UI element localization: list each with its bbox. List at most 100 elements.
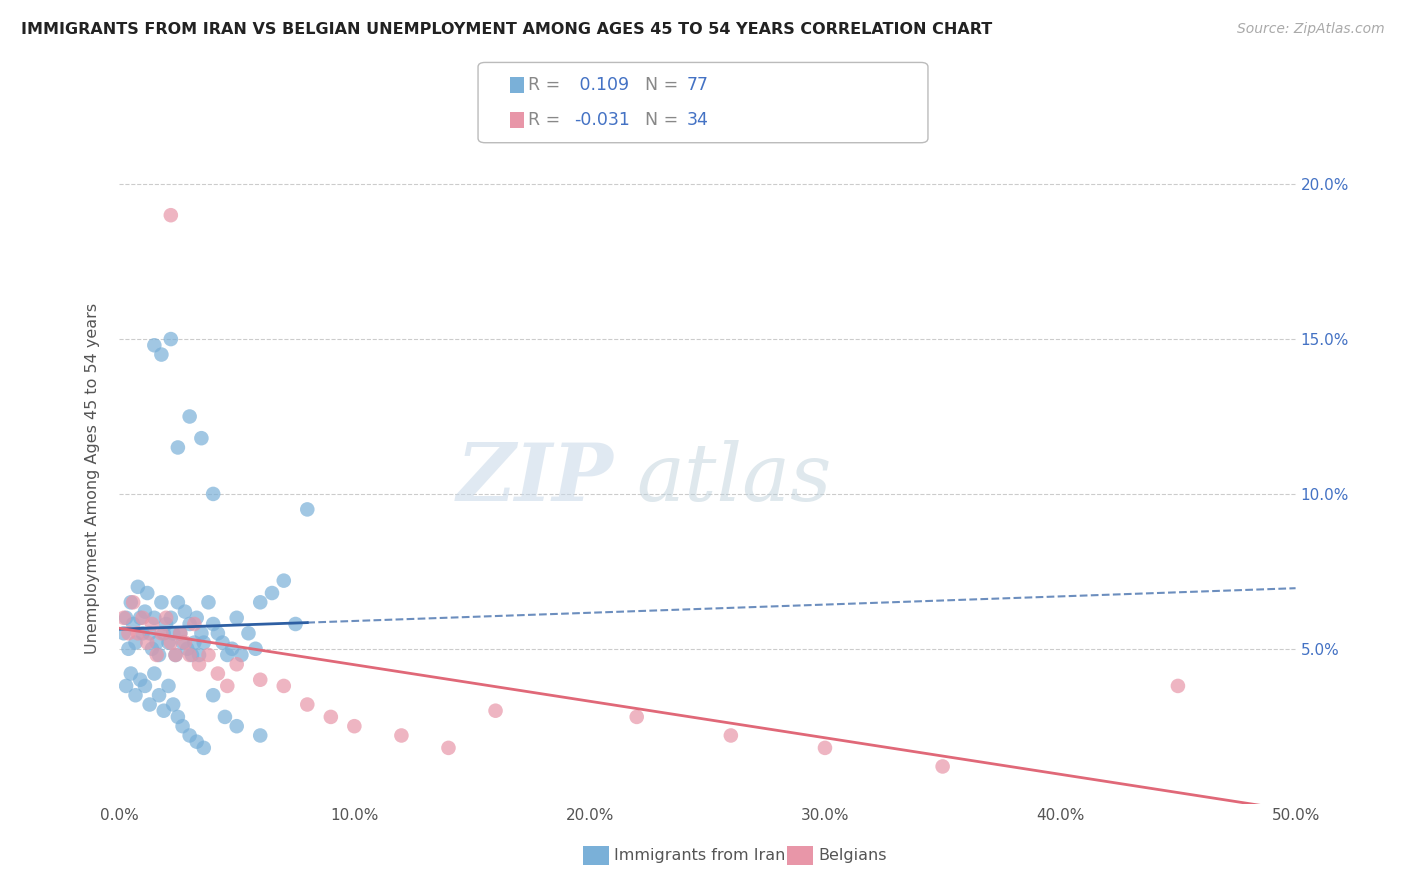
Point bbox=[273, 679, 295, 693]
Text: atlas: atlas bbox=[637, 440, 832, 517]
Point bbox=[138, 626, 160, 640]
Text: R =: R = bbox=[529, 111, 565, 128]
Point bbox=[179, 409, 201, 424]
Point bbox=[134, 605, 156, 619]
Point bbox=[152, 704, 174, 718]
Point bbox=[157, 635, 180, 649]
Point bbox=[127, 626, 149, 640]
Point bbox=[720, 729, 742, 743]
Point bbox=[193, 635, 215, 649]
Point bbox=[197, 648, 219, 662]
Point bbox=[120, 595, 142, 609]
Point bbox=[179, 729, 201, 743]
Point bbox=[214, 710, 236, 724]
Point bbox=[217, 679, 239, 693]
Point bbox=[343, 719, 366, 733]
Point bbox=[211, 635, 233, 649]
Point bbox=[155, 617, 177, 632]
Text: 77: 77 bbox=[688, 76, 709, 94]
Point bbox=[122, 617, 145, 632]
Point bbox=[1167, 679, 1189, 693]
Point bbox=[134, 679, 156, 693]
Point bbox=[162, 626, 184, 640]
Point bbox=[141, 617, 163, 632]
Point bbox=[155, 611, 177, 625]
Point bbox=[159, 332, 181, 346]
Point bbox=[260, 586, 283, 600]
Text: Belgians: Belgians bbox=[818, 848, 887, 863]
Point bbox=[814, 740, 837, 755]
Point bbox=[115, 679, 138, 693]
Point bbox=[150, 626, 173, 640]
Point bbox=[143, 611, 166, 625]
Point bbox=[157, 679, 180, 693]
Point bbox=[117, 641, 139, 656]
Text: Immigrants from Iran: Immigrants from Iran bbox=[614, 848, 786, 863]
Point bbox=[136, 635, 159, 649]
Point bbox=[249, 729, 271, 743]
Point bbox=[131, 626, 153, 640]
Point bbox=[188, 648, 211, 662]
Point bbox=[159, 611, 181, 625]
Point bbox=[143, 666, 166, 681]
Point bbox=[172, 719, 194, 733]
Point bbox=[169, 626, 191, 640]
Point bbox=[273, 574, 295, 588]
Point bbox=[319, 710, 342, 724]
Point bbox=[249, 595, 271, 609]
Point bbox=[183, 635, 205, 649]
Point bbox=[117, 626, 139, 640]
Text: Source: ZipAtlas.com: Source: ZipAtlas.com bbox=[1237, 22, 1385, 37]
Point bbox=[148, 648, 170, 662]
Point bbox=[124, 635, 146, 649]
Point bbox=[297, 502, 319, 516]
Point bbox=[186, 734, 208, 748]
Point bbox=[112, 611, 135, 625]
Point bbox=[284, 617, 307, 632]
Text: N =: N = bbox=[634, 76, 683, 94]
Point bbox=[207, 626, 229, 640]
Point bbox=[141, 641, 163, 656]
Point bbox=[159, 635, 181, 649]
Point bbox=[131, 611, 153, 625]
Point bbox=[202, 617, 225, 632]
Point bbox=[145, 648, 167, 662]
Point bbox=[238, 626, 260, 640]
Point bbox=[181, 648, 204, 662]
Point bbox=[221, 641, 243, 656]
Point bbox=[174, 605, 197, 619]
Point bbox=[145, 635, 167, 649]
Point bbox=[193, 740, 215, 755]
Point bbox=[136, 586, 159, 600]
Point bbox=[138, 698, 160, 712]
Y-axis label: Unemployment Among Ages 45 to 54 years: Unemployment Among Ages 45 to 54 years bbox=[86, 303, 100, 654]
Point bbox=[167, 595, 190, 609]
Point bbox=[162, 698, 184, 712]
Point bbox=[931, 759, 953, 773]
Point bbox=[391, 729, 413, 743]
Point bbox=[129, 611, 152, 625]
Text: IMMIGRANTS FROM IRAN VS BELGIAN UNEMPLOYMENT AMONG AGES 45 TO 54 YEARS CORRELATI: IMMIGRANTS FROM IRAN VS BELGIAN UNEMPLOY… bbox=[21, 22, 993, 37]
Point bbox=[150, 595, 173, 609]
Point bbox=[152, 626, 174, 640]
Point bbox=[225, 657, 247, 672]
Point bbox=[190, 431, 212, 445]
Point bbox=[167, 710, 190, 724]
Point bbox=[437, 740, 460, 755]
Point bbox=[197, 595, 219, 609]
Point bbox=[112, 626, 135, 640]
Point bbox=[188, 657, 211, 672]
Text: N =: N = bbox=[634, 111, 683, 128]
Point bbox=[122, 595, 145, 609]
Point bbox=[120, 666, 142, 681]
Point bbox=[127, 580, 149, 594]
Point bbox=[174, 635, 197, 649]
Point bbox=[245, 641, 267, 656]
Point bbox=[169, 626, 191, 640]
Point bbox=[190, 626, 212, 640]
Point bbox=[626, 710, 648, 724]
Point bbox=[167, 441, 190, 455]
Point bbox=[165, 648, 187, 662]
Point bbox=[129, 673, 152, 687]
Point bbox=[202, 688, 225, 702]
